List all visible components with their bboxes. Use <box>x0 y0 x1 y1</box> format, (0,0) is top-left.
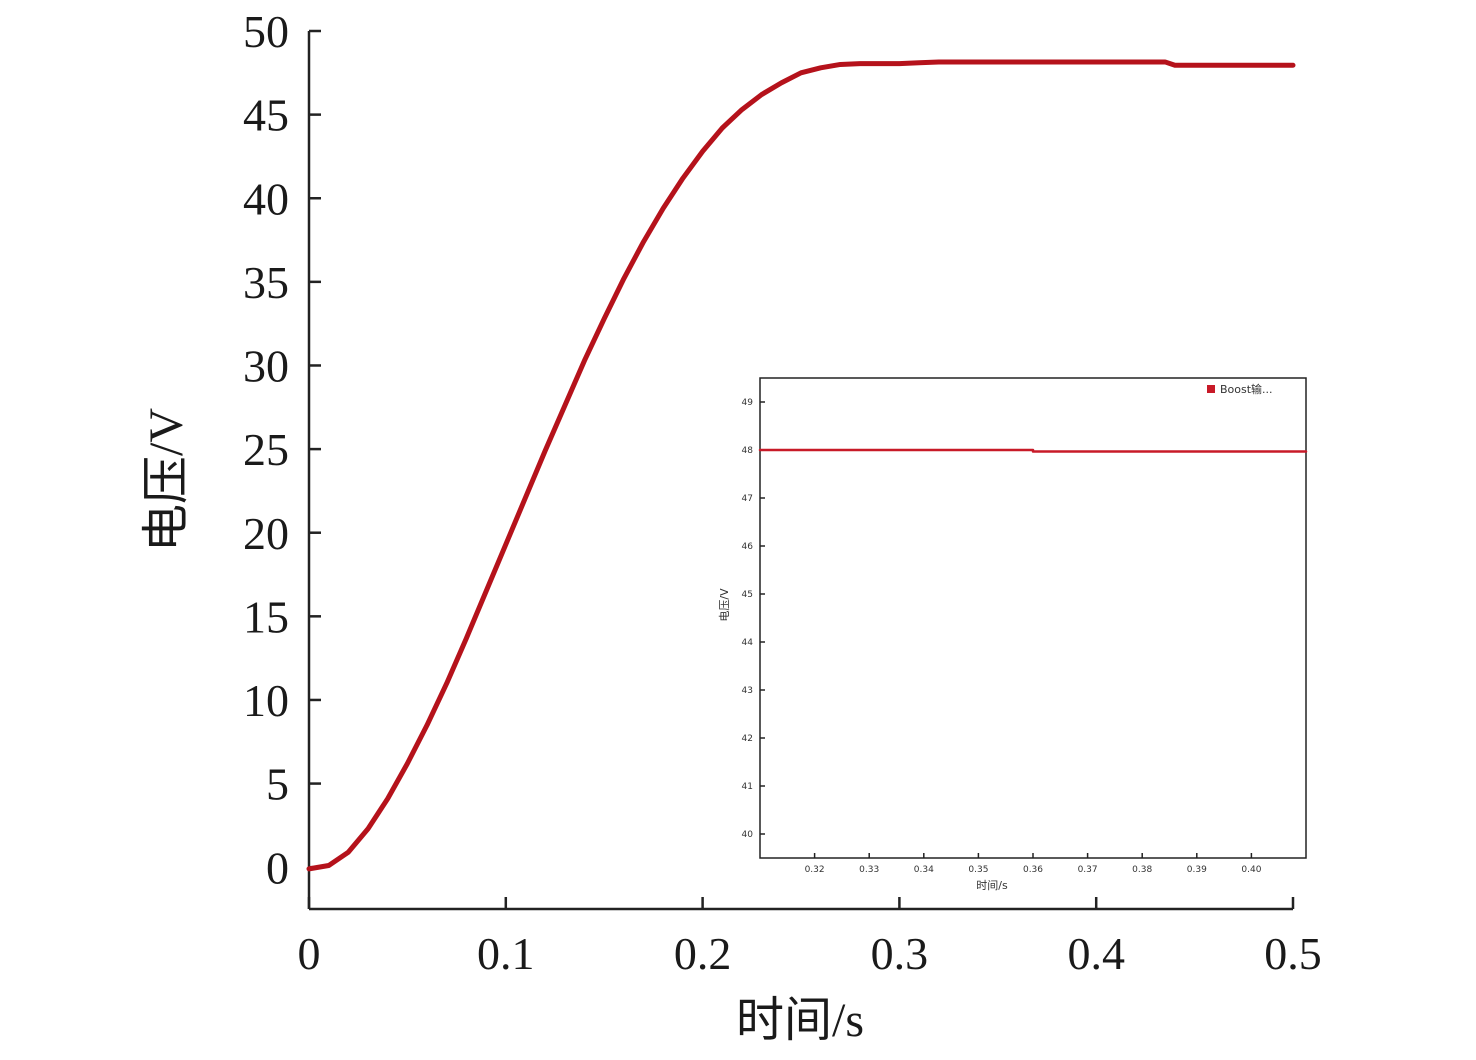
x-axis-title: 时间/s <box>736 994 864 1047</box>
y-tick-label: 50 <box>243 6 289 57</box>
y-tick-label: 40 <box>243 173 289 224</box>
y-tick-label: 15 <box>243 591 289 642</box>
y-tick-label: 35 <box>243 257 289 308</box>
y-tick-label: 0 <box>266 842 289 893</box>
inset-y-tick-label: 47 <box>742 494 753 504</box>
x-tick-label: 0 <box>298 928 321 979</box>
y-tick-label: 25 <box>243 424 289 475</box>
y-tick-label: 20 <box>243 508 289 559</box>
inset-chart: 40 41 42 43 44 45 46 47 48 49 0.32 0.33 0.34 0.35 0.36… <box>718 377 1308 892</box>
inset-x-tick-label: 0.34 <box>914 865 934 875</box>
y-tick-label: 10 <box>243 675 289 726</box>
inset-x-tick-label: 0.37 <box>1078 865 1098 875</box>
inset-y-tick-label: 43 <box>742 686 753 696</box>
series-line <box>306 59 1296 872</box>
inset-y-tick-label: 49 <box>742 398 754 408</box>
inset-y-tick-label: 45 <box>742 590 753 600</box>
inset-y-axis-title: 电压/V <box>718 588 731 622</box>
inset-y-tick-label: 41 <box>742 782 753 792</box>
inset-x-tick-label: 0.35 <box>968 865 988 875</box>
y-tick-label: 5 <box>266 759 289 810</box>
inset-series-line <box>758 448 1308 453</box>
inset-x-tick-label: 0.40 <box>1241 865 1261 875</box>
x-tick-label: 0.3 <box>871 928 929 979</box>
inset-y-tick-label: 44 <box>742 638 754 648</box>
x-tick-label: 0.1 <box>477 928 535 979</box>
inset-legend-label: Boost输... <box>1220 382 1273 396</box>
main-chart: 0 5 10 15 20 25 30 35 40 45 50 0 0.1 0.2 0.3 0.4 0.5 时间/s… <box>140 6 1322 1047</box>
inset-legend-swatch <box>1207 385 1215 393</box>
inset-y-tick-label: 48 <box>742 446 754 456</box>
x-tick-label: 0.4 <box>1067 928 1125 979</box>
inset-x-tick-label: 0.33 <box>859 865 879 875</box>
x-tick-label: 0.5 <box>1264 928 1322 979</box>
inset-y-tick-label: 40 <box>742 830 754 840</box>
inset-x-tick-label: 0.38 <box>1132 865 1152 875</box>
inset-x-tick-label: 0.39 <box>1187 865 1207 875</box>
inset-y-tick-label: 42 <box>742 734 753 744</box>
y-tick-label: 45 <box>243 90 289 141</box>
y-tick-label: 30 <box>243 341 289 392</box>
inset-y-tick-label: 46 <box>742 542 754 552</box>
inset-x-axis-title: 时间/s <box>976 879 1008 892</box>
x-tick-label: 0.2 <box>674 928 732 979</box>
y-axis-title: 电压/V <box>140 408 193 552</box>
inset-x-tick-label: 0.36 <box>1023 865 1043 875</box>
inset-x-tick-label: 0.32 <box>805 865 825 875</box>
